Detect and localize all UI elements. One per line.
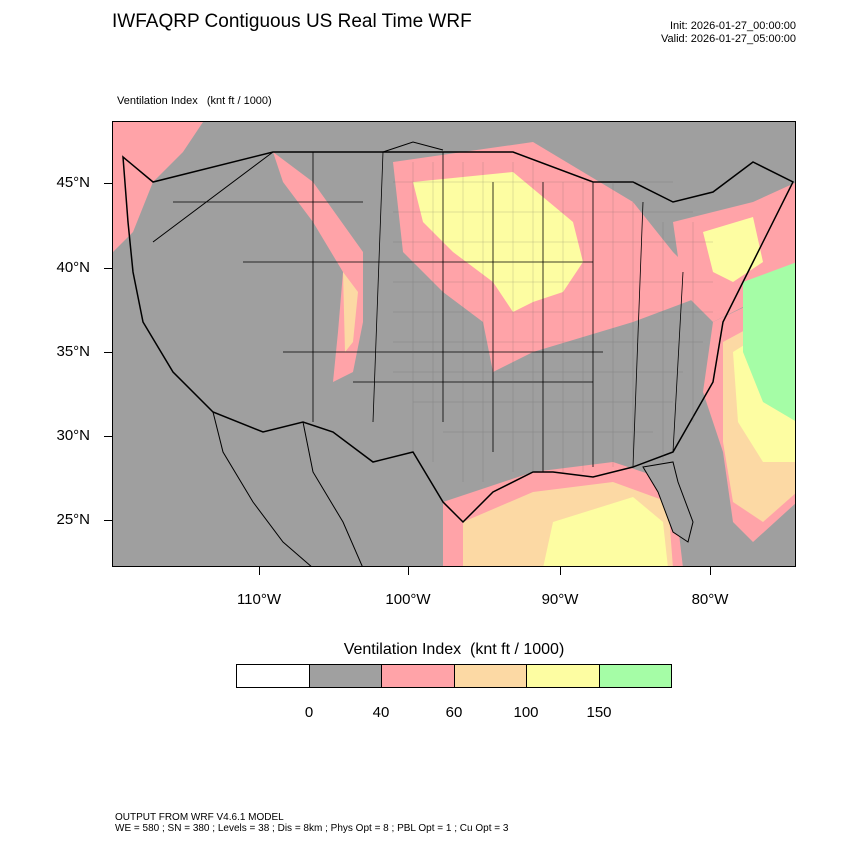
lon-label-100w: 100°W bbox=[385, 591, 431, 608]
legend-swatch-3 bbox=[454, 665, 527, 687]
lon-label-80w: 80°W bbox=[691, 591, 729, 608]
gulf-yellow-region bbox=[543, 497, 668, 566]
lat-tick bbox=[104, 183, 112, 184]
county-mesh bbox=[393, 162, 713, 482]
legend-label-150: 150 bbox=[586, 704, 612, 721]
northeast-yellow-region bbox=[703, 217, 763, 282]
map-svg bbox=[113, 122, 795, 566]
lon-label-110w: 110°W bbox=[236, 591, 282, 608]
mexico-coast bbox=[212, 411, 363, 566]
state-lines bbox=[173, 151, 684, 472]
lat-label-40: 40°N bbox=[56, 259, 90, 276]
run-times: Init: 2026-01-27_00:00:00 Valid: 2026-01… bbox=[661, 20, 796, 46]
lon-tick bbox=[259, 567, 260, 575]
florida-land bbox=[642, 461, 694, 543]
lat-label-30: 30°N bbox=[56, 427, 90, 444]
legend-swatch-1 bbox=[309, 665, 382, 687]
model-config: WE = 580 ; SN = 380 ; Levels = 38 ; Dis … bbox=[115, 823, 509, 834]
lat-label-45: 45°N bbox=[56, 174, 90, 191]
legend-label-60: 60 bbox=[445, 704, 463, 721]
lat-label-35: 35°N bbox=[56, 343, 90, 360]
model-info: OUTPUT FROM WRF V4.6.1 MODEL WE = 580 ; … bbox=[115, 812, 508, 834]
valid-time: Valid: 2026-01-27_05:00:00 bbox=[661, 33, 796, 45]
canada-border bbox=[152, 141, 444, 243]
legend-swatch-4 bbox=[527, 665, 600, 687]
lat-tick bbox=[104, 520, 112, 521]
lat-tick bbox=[104, 436, 112, 437]
atlantic-green-region bbox=[743, 262, 795, 421]
lon-tick bbox=[408, 567, 409, 575]
legend-label-100: 100 bbox=[513, 704, 539, 721]
lat-tick bbox=[104, 268, 112, 269]
field-subtitle: Ventilation Index (knt ft / 1000) bbox=[117, 95, 272, 107]
legend-swatch-2 bbox=[382, 665, 455, 687]
legend-swatch-0 bbox=[237, 665, 310, 687]
model-version: OUTPUT FROM WRF V4.6.1 MODEL bbox=[115, 812, 284, 823]
map-panel bbox=[112, 121, 796, 567]
legend-title: Ventilation Index (knt ft / 1000) bbox=[343, 641, 565, 658]
legend-label-0: 0 bbox=[304, 704, 314, 721]
lat-label-25: 25°N bbox=[56, 511, 90, 528]
pacific-nw-pink-region bbox=[113, 122, 203, 252]
plot-title: IWFAQRP Contiguous US Real Time WRF bbox=[112, 11, 472, 32]
rockies-pink-region bbox=[273, 152, 363, 382]
color-legend bbox=[236, 664, 672, 688]
lon-tick bbox=[710, 567, 711, 575]
lon-label-90w: 90°W bbox=[541, 591, 579, 608]
lon-tick bbox=[560, 567, 561, 575]
legend-label-40: 40 bbox=[372, 704, 390, 721]
legend-swatch-5 bbox=[599, 665, 671, 687]
rockies-yellow-region bbox=[343, 272, 358, 352]
init-time: Init: 2026-01-27_00:00:00 bbox=[670, 20, 796, 32]
lat-tick bbox=[104, 352, 112, 353]
